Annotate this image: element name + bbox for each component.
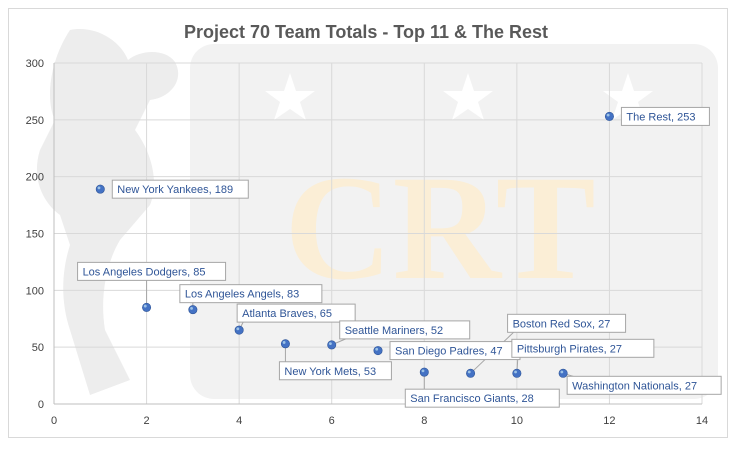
- data-label-box: [339, 320, 471, 340]
- data-point: [373, 346, 383, 356]
- data-point-highlight: [236, 327, 240, 331]
- axes: [53, 63, 702, 405]
- x-tick-label: 12: [603, 415, 615, 427]
- data-point: [95, 184, 105, 194]
- data-point-highlight: [514, 370, 517, 374]
- data-label: New York Mets, 53: [284, 366, 376, 378]
- data-label-box: [566, 375, 722, 395]
- watermark-star-icon: [443, 73, 493, 120]
- data-label: New York Yankees, 189: [117, 184, 233, 196]
- data-points: [95, 111, 614, 378]
- data-point: [188, 305, 198, 315]
- data-label-box: [620, 106, 710, 126]
- data-label-box: [404, 388, 560, 408]
- chart-title: Project 70 Team Totals - Top 11 & The Re…: [184, 22, 548, 42]
- data-label-box: [511, 338, 655, 358]
- data-label: Boston Red Sox, 27: [513, 318, 611, 330]
- watermark-star-icon: [603, 73, 653, 120]
- data-point-highlight: [190, 306, 193, 310]
- y-tick-label: 0: [38, 399, 44, 411]
- data-point: [604, 111, 614, 121]
- x-tick-label: 14: [696, 415, 708, 427]
- y-tick-label: 50: [32, 342, 44, 354]
- tick-labels: 0 50 100 150 200 250 300 0 2 4 6 8 10 12 14: [26, 58, 708, 427]
- data-point-highlight: [467, 370, 471, 374]
- data-point: [419, 367, 429, 377]
- data-label: Seattle Mariners, 52: [345, 325, 443, 337]
- data-label: Atlanta Braves, 65: [242, 308, 332, 320]
- data-labels: New York Yankees, 189 Los Angeles Dodgers…: [77, 106, 722, 408]
- data-point: [558, 368, 568, 378]
- y-tick-label: 250: [26, 115, 44, 127]
- watermark-batter-silhouette: [36, 29, 179, 396]
- x-tick-label: 0: [51, 415, 57, 427]
- y-tick-label: 300: [26, 58, 44, 70]
- data-point-highlight: [329, 342, 332, 345]
- data-label-box: [179, 284, 323, 304]
- data-label: Los Angeles Angels, 83: [185, 289, 299, 301]
- data-label-box: [111, 179, 249, 199]
- data-point-highlight: [375, 347, 379, 351]
- data-point: [327, 340, 337, 350]
- data-point-highlight: [560, 370, 564, 374]
- x-tick-label: 8: [421, 415, 427, 427]
- x-tick-label: 6: [329, 415, 335, 427]
- x-tick-label: 10: [511, 415, 523, 427]
- data-label-box: [236, 303, 356, 323]
- data-point: [234, 325, 244, 335]
- data-point-highlight: [421, 369, 425, 373]
- data-label: Washington Nationals, 27: [572, 380, 697, 392]
- data-point-highlight: [143, 304, 147, 308]
- data-point-highlight: [606, 113, 610, 117]
- data-point-highlight: [97, 186, 101, 190]
- data-point: [280, 339, 290, 349]
- y-tick-label: 100: [26, 285, 44, 297]
- x-tick-label: 4: [236, 415, 242, 427]
- watermark-star-icon: [265, 73, 315, 120]
- watermark-text: CRT: [284, 145, 595, 311]
- data-label: San Diego Padres, 47: [395, 346, 503, 358]
- data-point-highlight: [282, 341, 286, 344]
- data-point: [466, 368, 476, 378]
- x-tick-label: 2: [144, 415, 150, 427]
- data-label: Pittsburgh Pirates, 27: [517, 343, 622, 355]
- y-tick-label: 200: [26, 172, 44, 184]
- data-label-box: [278, 361, 392, 381]
- data-label-box: [507, 313, 627, 333]
- data-point: [512, 368, 522, 378]
- y-tick-label: 150: [26, 229, 44, 241]
- data-label: The Rest, 253: [626, 111, 695, 123]
- data-label: Los Angeles Dodgers, 85: [83, 266, 206, 278]
- data-point: [142, 302, 152, 312]
- data-label: San Francisco Giants, 28: [410, 393, 534, 405]
- data-label-box: [77, 261, 227, 281]
